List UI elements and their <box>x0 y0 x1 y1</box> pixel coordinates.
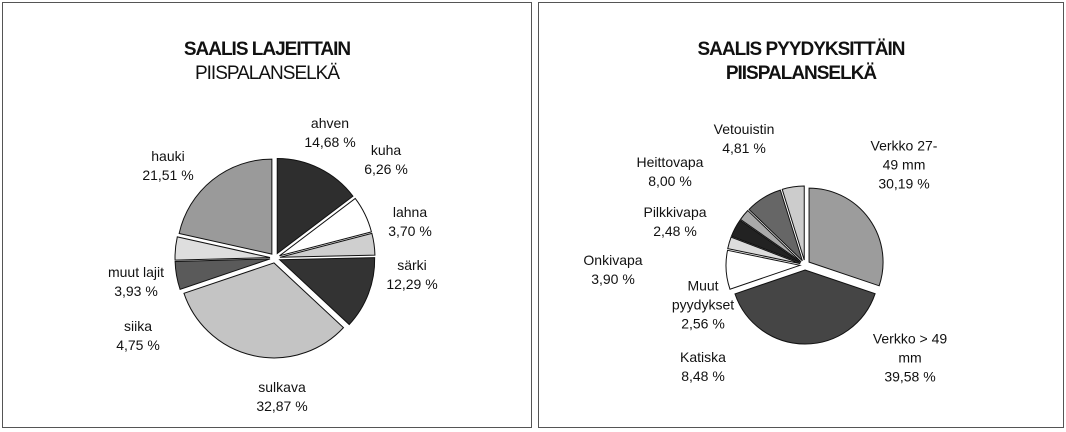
slice-label: lahna 3,70 % <box>365 203 455 241</box>
category-label: Muut pyydykset <box>671 277 735 313</box>
value-label: 14,68 % <box>304 134 356 150</box>
pie-slice <box>748 189 803 262</box>
value-label: 3,70 % <box>388 223 432 239</box>
pie-slice <box>183 262 345 359</box>
slice-label: Verkko > 49 mm 39,58 % <box>867 330 953 387</box>
value-label: 3,93 % <box>114 283 158 299</box>
category-label: Verkko 27-49 mm <box>870 137 938 173</box>
category-label: muut lajit <box>107 264 165 280</box>
value-label: 4,81 % <box>722 140 766 156</box>
panel: SAALIS PYYDYKSITTÄIN PIISPALANSELKÄ <box>538 2 1064 428</box>
slice-label: muut lajit 3,93 % <box>86 263 186 301</box>
pie-slice <box>739 209 802 263</box>
pie-slice <box>725 249 802 290</box>
slice-label: kuha 6,26 % <box>341 141 431 179</box>
chart-title: SAALIS PYYDYKSITTÄIN <box>697 39 906 60</box>
category-label: kuha <box>370 142 402 158</box>
chart-subtitle: PIISPALANSELKÄ <box>725 63 877 84</box>
pie-slice <box>279 232 376 258</box>
slice-label: Heittovapa 8,00 % <box>625 153 715 191</box>
category-label: Heittovapa <box>636 154 704 170</box>
value-label: 4,75 % <box>116 337 160 353</box>
slice-label: hauki 21,51 % <box>118 147 218 185</box>
pie-slice <box>174 258 271 290</box>
slice-label: Verkko 27-49 mm 30,19 % <box>864 137 944 194</box>
value-label: 8,00 % <box>648 173 692 189</box>
pie-slice <box>808 187 884 287</box>
category-label: särki <box>397 257 427 273</box>
pie-slice <box>781 185 805 261</box>
pie-slice <box>730 219 801 264</box>
value-label: 2,48 % <box>653 223 697 239</box>
chart-title: SAALIS LAJEITTAIN <box>183 39 351 60</box>
category-label: Vetouistin <box>713 121 775 137</box>
slice-label: sulkava 32,87 % <box>237 378 327 416</box>
slice-label: siika 4,75 % <box>93 317 183 355</box>
slice-label: särki 12,29 % <box>367 256 457 294</box>
value-label: 3,90 % <box>591 271 635 287</box>
category-label: siika <box>123 318 152 334</box>
value-label: 6,26 % <box>364 161 408 177</box>
pie-slice <box>178 158 273 255</box>
category-label: ahven <box>310 115 350 131</box>
value-label: 39,58 % <box>884 368 936 385</box>
slice-label: Muut pyydykset 2,56 % <box>665 277 741 334</box>
value-label: 2,56 % <box>681 315 725 332</box>
category-label: lahna <box>392 204 428 220</box>
slice-label: Onkivapa 3,90 % <box>568 251 658 289</box>
value-label: 8,48 % <box>681 368 725 384</box>
category-label: Verkko > 49 mm <box>872 330 948 366</box>
pie-slice <box>276 158 354 255</box>
slice-label: Katiska 8,48 % <box>658 348 748 386</box>
pie-slice <box>174 236 271 261</box>
slice-label: ahven 14,68 % <box>275 114 385 152</box>
category-label: Pilkkivapa <box>643 204 707 220</box>
chart-subtitle: PIISPALANSELKÄ <box>194 63 340 84</box>
value-label: 30,19 % <box>878 175 930 192</box>
pie-slice <box>727 236 801 265</box>
pie-slice <box>279 197 373 257</box>
value-label: 32,87 % <box>256 398 308 414</box>
value-label: 12,29 % <box>386 276 438 292</box>
value-label: 21,51 % <box>142 167 194 183</box>
pie-slice <box>734 269 876 345</box>
category-label: hauki <box>151 148 185 164</box>
pie-slice <box>278 257 376 326</box>
category-label: Onkivapa <box>583 252 643 268</box>
slice-label: Pilkkivapa 2,48 % <box>630 203 720 241</box>
panel: SAALIS LAJEITTAIN PIISPALANSELKÄ <box>2 2 532 428</box>
category-label: Katiska <box>680 349 726 365</box>
category-label: sulkava <box>258 379 306 395</box>
slice-label: Vetouistin 4,81 % <box>699 120 789 158</box>
